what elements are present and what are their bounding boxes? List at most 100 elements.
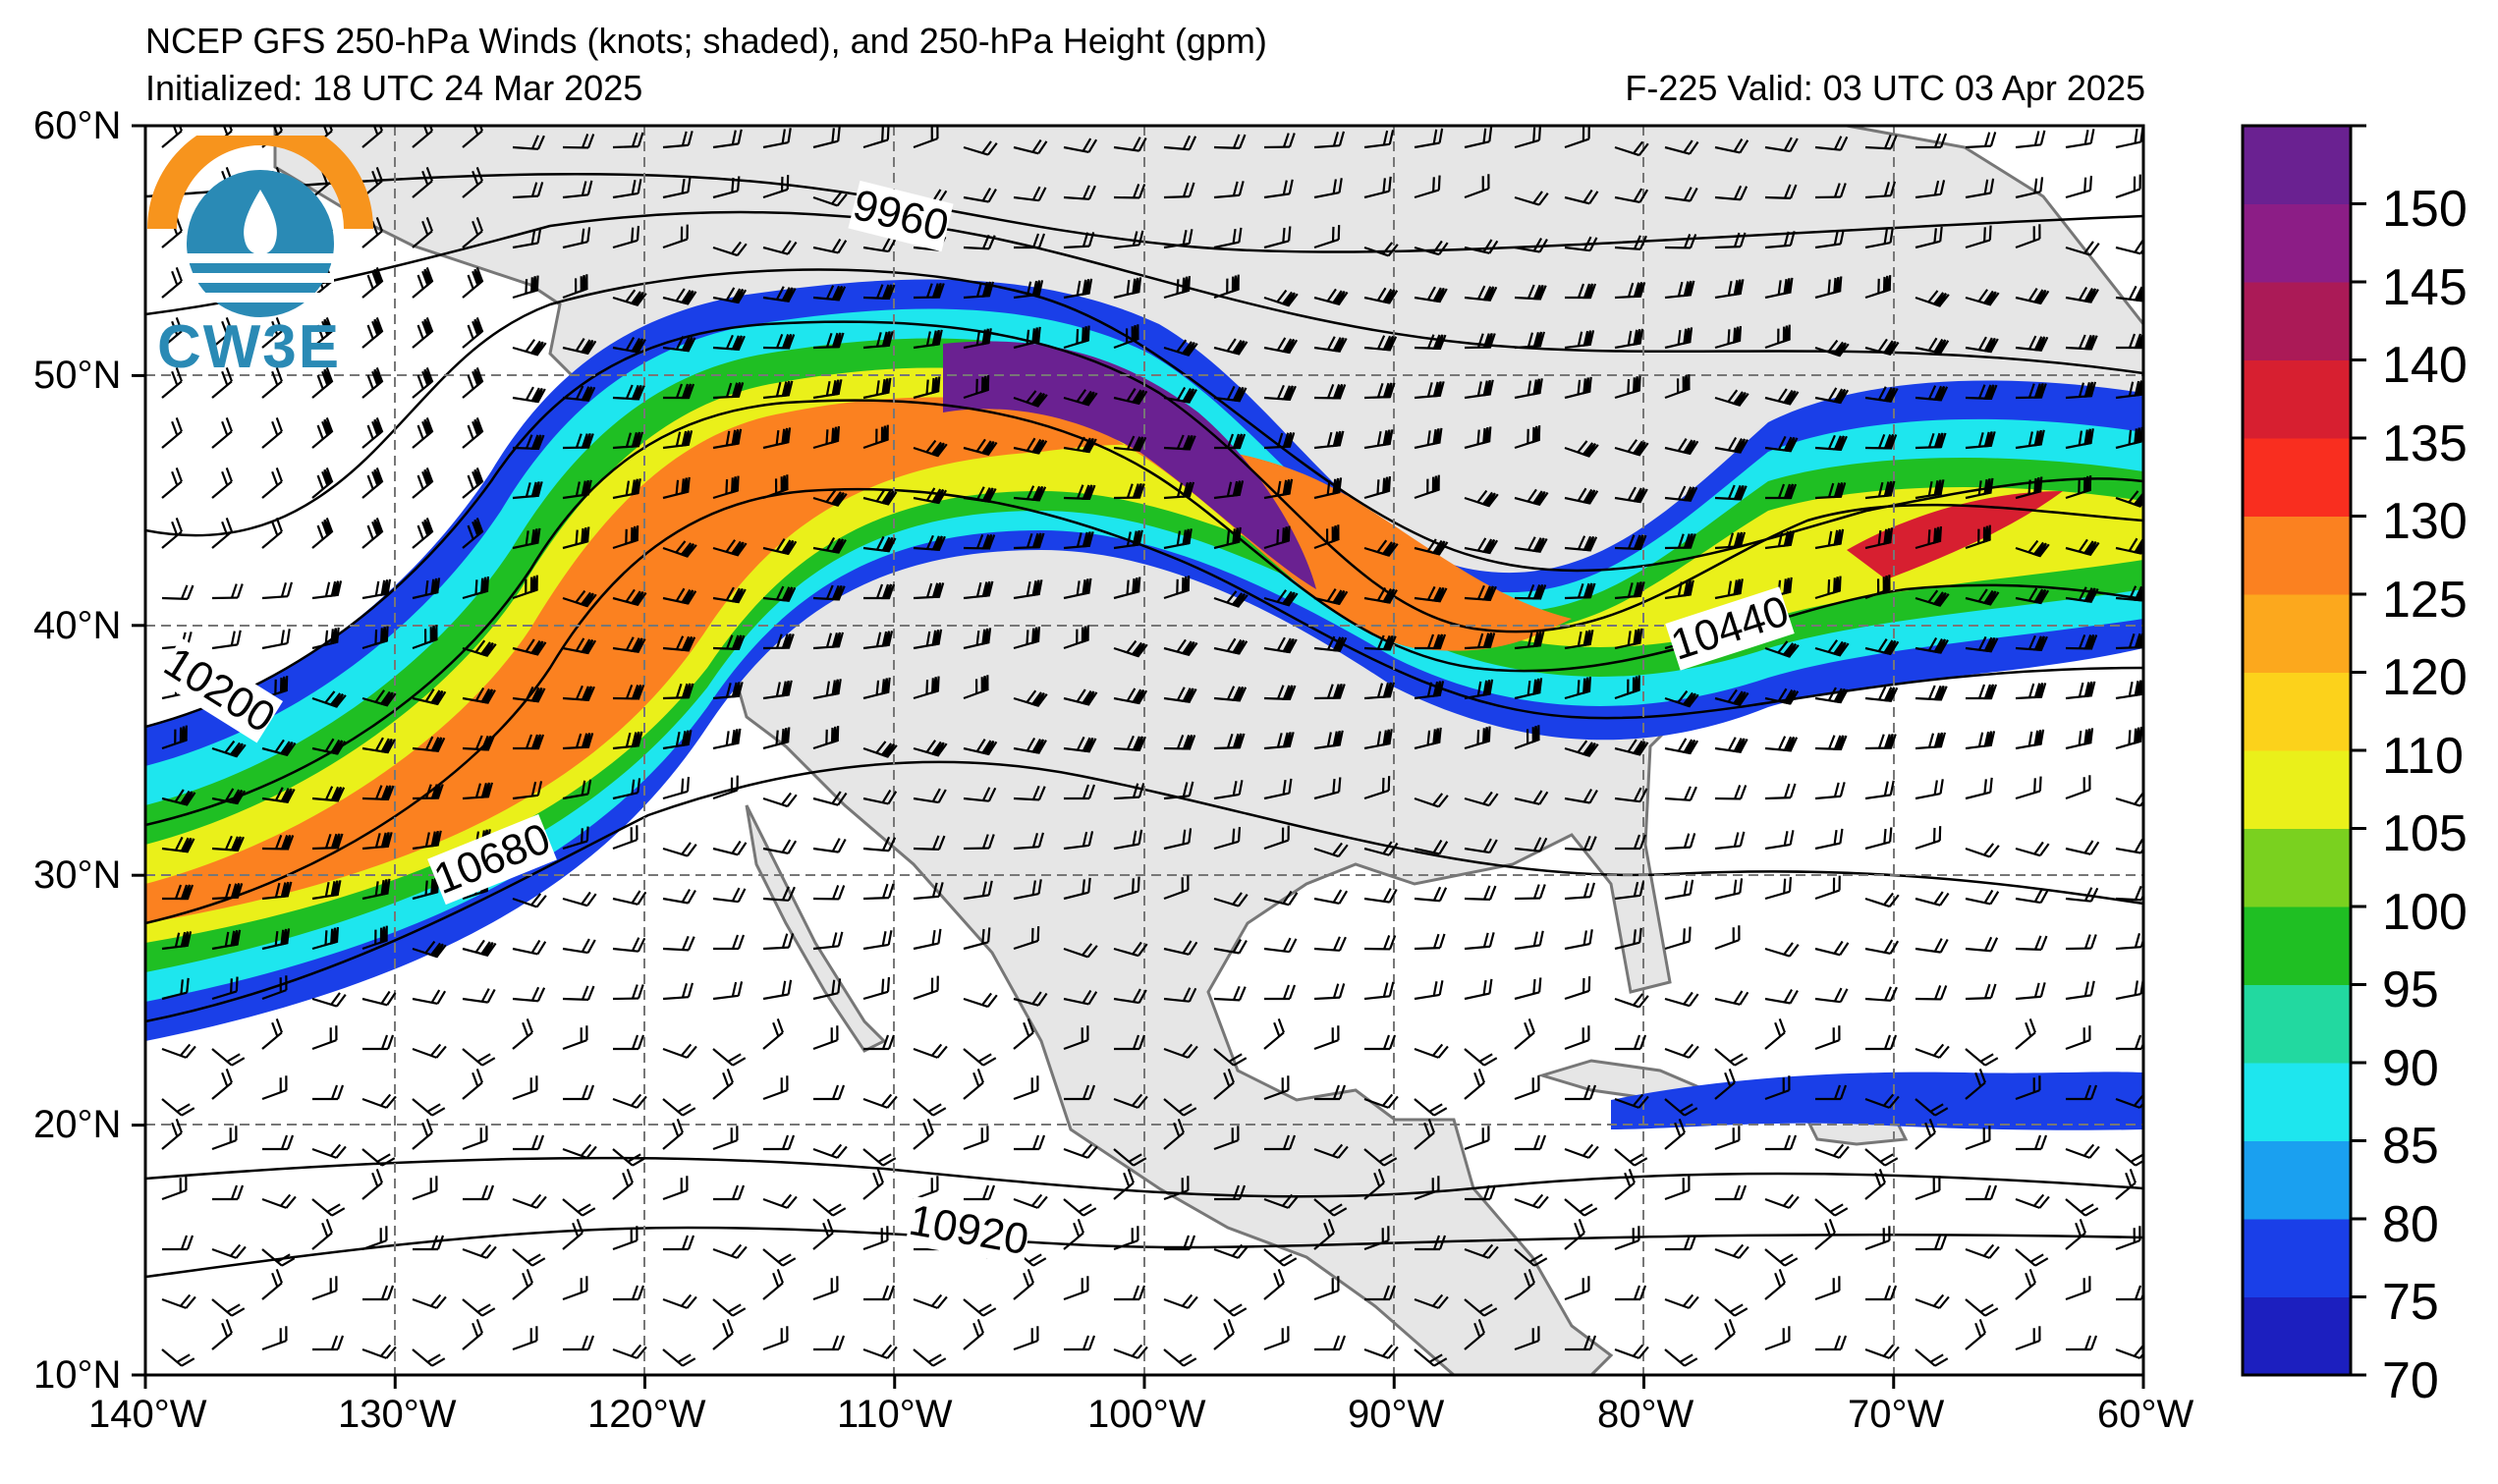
wind-barb bbox=[1364, 1285, 1397, 1301]
jet-east-core bbox=[1847, 491, 2063, 579]
wind-barb bbox=[1764, 1326, 1791, 1351]
wind-barb bbox=[964, 1184, 996, 1201]
wind-barb bbox=[963, 140, 998, 156]
wind-barb bbox=[1514, 930, 1544, 951]
wind-barb bbox=[1313, 383, 1347, 400]
wind-barb bbox=[512, 986, 546, 1003]
wind-barb bbox=[312, 1335, 345, 1351]
wind-barb bbox=[862, 1148, 897, 1167]
wind-barb bbox=[1063, 736, 1097, 753]
wind-barb bbox=[462, 735, 495, 751]
wind-barb bbox=[1464, 174, 1490, 199]
wind-barb bbox=[913, 439, 948, 458]
wind-barb bbox=[762, 1075, 789, 1101]
wind-barb bbox=[211, 1126, 238, 1151]
wind-barb bbox=[1664, 833, 1696, 851]
wind-barb bbox=[1363, 1344, 1399, 1359]
wind-barb bbox=[712, 981, 744, 1001]
wind-barb bbox=[762, 839, 798, 855]
baja-peninsula bbox=[745, 804, 887, 1053]
wind-barb bbox=[562, 779, 592, 800]
wind-barb bbox=[1614, 439, 1649, 457]
wind-barb bbox=[1664, 738, 1699, 755]
wind-barb bbox=[2065, 633, 2098, 650]
wind-barb bbox=[1965, 936, 1999, 953]
wind-barb bbox=[1113, 941, 1148, 958]
wind-barb bbox=[161, 366, 183, 399]
wind-barb bbox=[1564, 835, 1597, 852]
wind-barb bbox=[261, 975, 288, 1001]
wind-barb bbox=[412, 625, 438, 650]
wind-barb bbox=[1764, 942, 1800, 958]
wind-barb bbox=[1664, 1293, 1699, 1309]
wind-barb bbox=[662, 430, 694, 450]
wind-barb bbox=[1063, 1198, 1097, 1217]
wind-barb bbox=[1565, 1335, 1597, 1351]
wind-barb bbox=[412, 830, 442, 851]
wind-barb bbox=[412, 1043, 447, 1059]
wind-barb bbox=[1213, 1126, 1240, 1151]
wind-barb bbox=[612, 478, 641, 500]
wind-barb bbox=[2115, 174, 2141, 199]
colorbar-swatch bbox=[2243, 438, 2351, 517]
wind-barb bbox=[412, 216, 433, 248]
wind-barb bbox=[1464, 885, 1497, 902]
wind-barb bbox=[1714, 1048, 1749, 1067]
wind-barb bbox=[913, 975, 939, 1001]
wind-barb bbox=[862, 677, 891, 700]
wind-barb bbox=[762, 1017, 784, 1050]
wind-barb bbox=[512, 893, 547, 908]
wind-barb bbox=[1263, 384, 1297, 401]
wind-barb bbox=[1163, 1293, 1198, 1309]
wind-barb bbox=[2115, 726, 2143, 750]
wind-barb bbox=[1664, 879, 1694, 901]
wind-barb bbox=[1814, 782, 1846, 800]
wind-barb bbox=[562, 589, 597, 608]
wind-barb bbox=[211, 929, 242, 951]
wind-barb bbox=[361, 785, 395, 801]
wind-barb bbox=[963, 992, 998, 1009]
wind-barb bbox=[1714, 1068, 1736, 1100]
wind-barb bbox=[712, 775, 739, 800]
wind-barb bbox=[1514, 1326, 1540, 1351]
wind-barb bbox=[1614, 675, 1640, 700]
wind-barb bbox=[1915, 525, 1943, 550]
wind-barb bbox=[1313, 683, 1346, 700]
wind-barb bbox=[2115, 1226, 2141, 1251]
wind-barb bbox=[612, 778, 641, 800]
wind-barb bbox=[913, 329, 943, 350]
wind-barb bbox=[1514, 1268, 1535, 1300]
wind-barb bbox=[1013, 1268, 1034, 1300]
wind-barb bbox=[562, 227, 591, 249]
wind-barb bbox=[2015, 776, 2042, 800]
wind-barb bbox=[361, 316, 384, 349]
wind-barb bbox=[2015, 888, 2049, 905]
wind-barb bbox=[1113, 529, 1143, 550]
wind-barb bbox=[1915, 337, 1950, 355]
wind-barb bbox=[412, 1293, 447, 1309]
wind-barb bbox=[1814, 639, 1850, 657]
wind-barb bbox=[712, 728, 742, 750]
wind-barb bbox=[1664, 1176, 1691, 1201]
wind-barb bbox=[1664, 786, 1697, 801]
colorbar-swatch bbox=[2243, 1296, 2351, 1376]
wind-barb bbox=[1013, 1193, 1048, 1209]
wind-barb bbox=[1915, 290, 1950, 307]
wind-barb bbox=[161, 789, 196, 806]
wind-barb bbox=[1564, 440, 1599, 458]
wind-barb bbox=[412, 877, 440, 901]
wind-barb bbox=[812, 632, 845, 650]
wind-barb bbox=[913, 582, 945, 600]
wind-barb bbox=[1064, 1335, 1096, 1351]
wind-barb bbox=[1113, 482, 1145, 500]
wind-barb bbox=[1213, 985, 1247, 1002]
wind-barb bbox=[862, 331, 894, 350]
wind-barb bbox=[1614, 1093, 1649, 1109]
wind-barb bbox=[1514, 425, 1541, 450]
wind-barb bbox=[1864, 1148, 1899, 1167]
wind-barb bbox=[1013, 626, 1041, 650]
wind-barb bbox=[1113, 735, 1146, 751]
wind-barb bbox=[712, 634, 746, 651]
wind-barb bbox=[361, 467, 384, 499]
wind-barb bbox=[862, 930, 893, 951]
